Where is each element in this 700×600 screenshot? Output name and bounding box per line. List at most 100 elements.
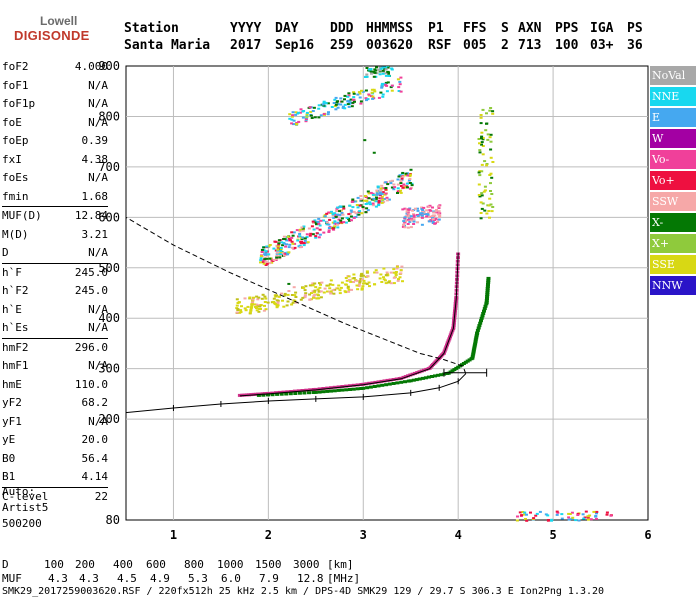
echo-mark (378, 191, 382, 194)
echo-mark (310, 117, 314, 119)
echo-mark (380, 195, 384, 198)
echo-mark (261, 293, 265, 296)
echo-mark (408, 187, 412, 190)
echo-mark (239, 309, 243, 312)
echo-mark (482, 190, 486, 193)
echo-mark (418, 212, 422, 215)
echo-mark (311, 233, 315, 236)
echo-mark (429, 219, 433, 222)
echo-mark (263, 301, 267, 303)
echo-mark (365, 73, 369, 76)
echo-mark (292, 231, 296, 234)
echo-mark (480, 131, 484, 134)
echo-mark (243, 297, 247, 300)
echo-mark (357, 283, 361, 286)
echo-mark (576, 514, 580, 516)
echo-mark (335, 101, 339, 104)
plot-frame (125, 65, 649, 521)
x-trace-mark (481, 312, 486, 315)
echo-mark (268, 257, 272, 260)
echo-mark (343, 107, 347, 110)
table-cell: 6.0 (221, 572, 241, 585)
header-field: PS (627, 21, 643, 36)
x-trace-mark (395, 381, 400, 385)
header-field: 259 (330, 38, 354, 53)
echo-mark (380, 66, 384, 69)
echo-mark (431, 220, 435, 223)
echo-mark (381, 69, 385, 72)
header-field: Santa Maria (124, 38, 211, 53)
echo-mark (279, 246, 283, 249)
parameter-list: foF2 4.000 foF1 N/A foF1p N/A foE N/A foEp 0.39 fx… (2, 58, 108, 506)
echo-mark (344, 283, 348, 286)
echo-mark (350, 288, 353, 291)
table-cell: 100 (44, 558, 64, 571)
auto-code: 500200 (2, 517, 42, 530)
o-trace-mark (317, 387, 322, 391)
echo-mark (323, 215, 327, 218)
echo-mark (398, 80, 402, 83)
x-trace-mark (361, 386, 366, 390)
echo-mark (282, 235, 286, 238)
parameter-row: foF1 N/A (2, 77, 108, 96)
x-trace-mark (484, 299, 489, 303)
echo-mark (294, 113, 298, 116)
echo-mark (332, 292, 336, 295)
parameter-name: yF1 (2, 414, 22, 428)
echo-mark (328, 287, 332, 290)
echo-mark (434, 217, 438, 220)
echo-mark (338, 210, 342, 213)
header-field: S (501, 21, 509, 36)
echo-mark (427, 215, 431, 218)
echo-mark (491, 161, 495, 163)
auto-label: Auto: (2, 485, 36, 498)
echo-mark (490, 176, 494, 179)
echo-mark (350, 105, 354, 108)
echo-mark (373, 71, 377, 74)
echo-mark (262, 309, 266, 312)
echo-mark (423, 213, 427, 215)
echo-mark (264, 252, 268, 254)
echo-mark (316, 288, 320, 291)
parameter-name: foF2 (2, 60, 29, 73)
echo-mark (361, 274, 365, 277)
table-cell: 1500 (255, 558, 282, 571)
echo-mark (478, 174, 482, 177)
echo-mark (308, 284, 312, 287)
echo-mark (605, 511, 609, 514)
x-trace-mark (317, 390, 322, 394)
echo-mark (373, 271, 377, 274)
echo-mark (331, 289, 335, 292)
echo-mark (356, 196, 360, 199)
echo-mark (343, 290, 347, 293)
echo-mark (574, 519, 578, 522)
echo-mark (340, 217, 344, 220)
x-trace-mark (426, 375, 431, 379)
parameter-name: foF1 (2, 78, 29, 92)
echo-mark (280, 292, 283, 295)
echo-mark (352, 277, 356, 279)
echo-mark (346, 285, 350, 288)
echo-mark (413, 207, 417, 210)
echo-mark (246, 305, 250, 308)
echo-mark (339, 103, 343, 106)
echo-mark (313, 293, 317, 296)
echo-mark (357, 213, 361, 216)
echo-mark (480, 143, 483, 146)
echo-mark (484, 129, 488, 132)
echo-mark (489, 107, 493, 109)
x-trace-mark (279, 392, 284, 396)
echo-mark (389, 271, 393, 274)
x-trace-mark (355, 387, 360, 391)
echo-mark (382, 278, 386, 281)
echo-mark (480, 135, 484, 138)
parameter-value: N/A (88, 78, 108, 92)
echo-mark (319, 296, 323, 299)
echo-mark (306, 241, 310, 244)
parameter-value: 4.38 (81, 152, 109, 166)
echo-mark (283, 292, 287, 295)
echo-mark (438, 204, 442, 207)
echo-mark (481, 153, 485, 156)
parameter-value: 12.84 (74, 209, 108, 222)
